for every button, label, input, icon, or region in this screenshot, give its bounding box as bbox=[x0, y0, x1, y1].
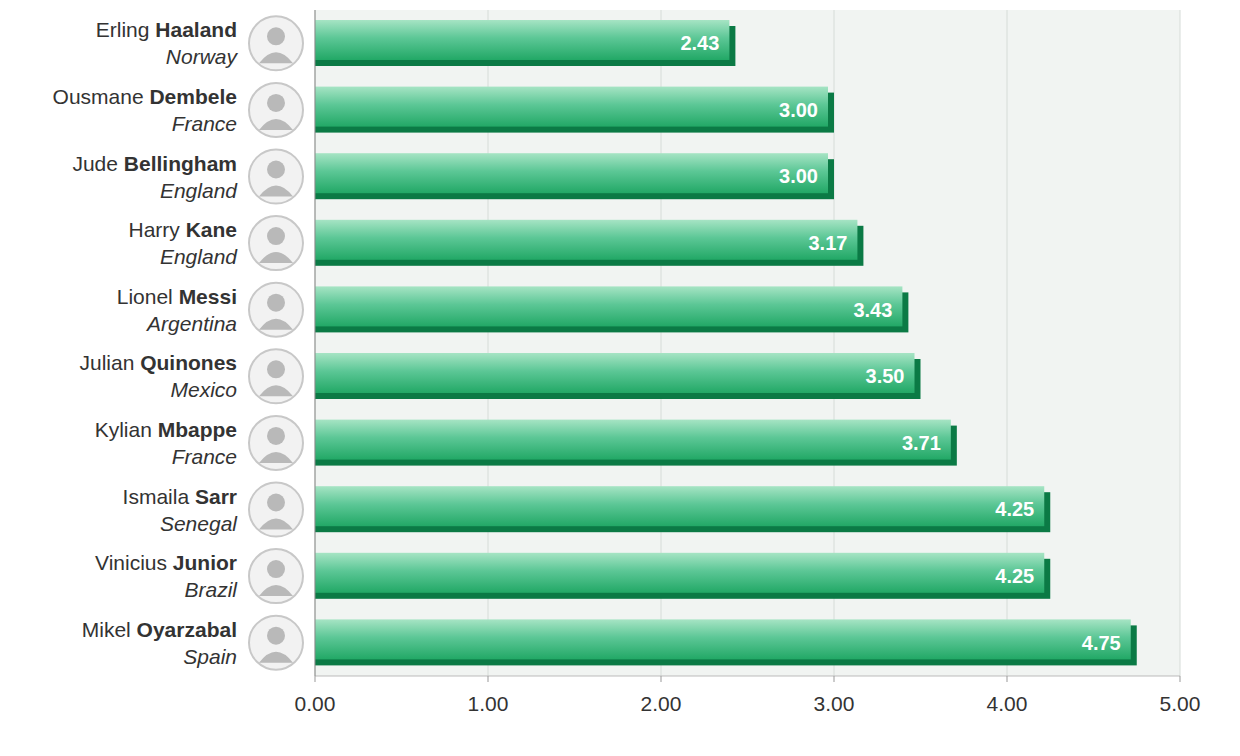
svg-text:3.00: 3.00 bbox=[779, 165, 818, 187]
svg-text:Mikel Oyarzabal: Mikel Oyarzabal bbox=[82, 618, 237, 641]
svg-text:4.25: 4.25 bbox=[995, 498, 1034, 520]
svg-text:4.00: 4.00 bbox=[987, 692, 1028, 715]
svg-text:2.00: 2.00 bbox=[641, 692, 682, 715]
svg-text:Lionel Messi: Lionel Messi bbox=[117, 285, 237, 308]
svg-text:3.50: 3.50 bbox=[866, 365, 905, 387]
svg-text:Jude Bellingham: Jude Bellingham bbox=[72, 152, 237, 175]
svg-text:Brazil: Brazil bbox=[184, 578, 238, 601]
svg-text:England: England bbox=[160, 179, 238, 202]
svg-text:4.75: 4.75 bbox=[1082, 632, 1121, 654]
svg-text:Erling Haaland: Erling Haaland bbox=[96, 18, 237, 41]
svg-text:3.17: 3.17 bbox=[808, 232, 847, 254]
svg-text:Mexico: Mexico bbox=[170, 378, 237, 401]
svg-text:Ousmane Dembele: Ousmane Dembele bbox=[53, 85, 237, 108]
svg-text:France: France bbox=[172, 445, 237, 468]
svg-text:France: France bbox=[172, 112, 237, 135]
svg-text:Ismaila Sarr: Ismaila Sarr bbox=[123, 485, 237, 508]
svg-text:Harry Kane: Harry Kane bbox=[128, 218, 237, 241]
svg-text:Julian Quinones: Julian Quinones bbox=[79, 351, 237, 374]
svg-text:3.71: 3.71 bbox=[902, 432, 941, 454]
svg-text:Senegal: Senegal bbox=[160, 512, 238, 535]
svg-text:Norway: Norway bbox=[166, 45, 239, 68]
svg-text:England: England bbox=[160, 245, 238, 268]
svg-text:3.00: 3.00 bbox=[779, 99, 818, 121]
svg-text:Argentina: Argentina bbox=[145, 312, 237, 335]
svg-text:Kylian Mbappe: Kylian Mbappe bbox=[95, 418, 237, 441]
svg-text:Vinicius Junior: Vinicius Junior bbox=[95, 551, 237, 574]
svg-text:Spain: Spain bbox=[183, 645, 237, 668]
svg-text:1.00: 1.00 bbox=[468, 692, 509, 715]
svg-text:5.00: 5.00 bbox=[1160, 692, 1201, 715]
svg-text:0.00: 0.00 bbox=[295, 692, 336, 715]
svg-text:2.43: 2.43 bbox=[680, 32, 719, 54]
svg-text:3.43: 3.43 bbox=[853, 299, 892, 321]
svg-text:3.00: 3.00 bbox=[814, 692, 855, 715]
svg-text:4.25: 4.25 bbox=[995, 565, 1034, 587]
